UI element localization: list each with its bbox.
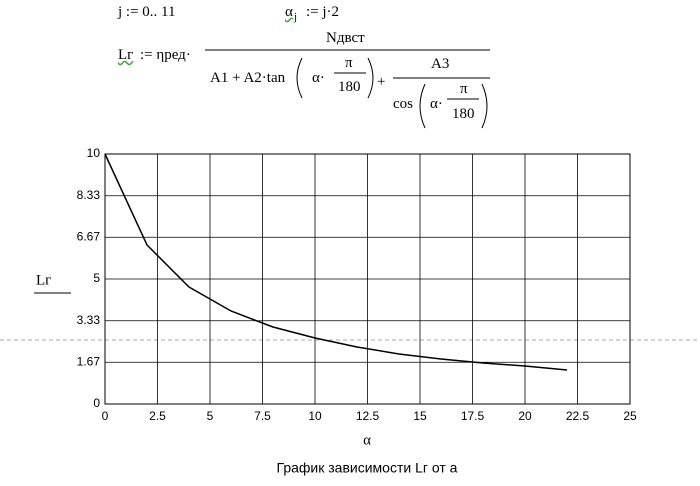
x-tick-label: 0	[102, 409, 109, 423]
x-tick-label: 15	[413, 409, 427, 423]
formula-text: := ηред·	[140, 47, 191, 63]
y-tick-label: 1.67	[77, 354, 101, 368]
formula-text: 180	[452, 106, 475, 122]
x-tick-label: 17.5	[461, 409, 485, 423]
x-tick-label: 12.5	[356, 409, 380, 423]
formula-text: α·	[312, 70, 325, 86]
x-tick-label: 2.5	[149, 409, 166, 423]
x-tick-label: 22.5	[566, 409, 590, 423]
y-tick-label: 6.67	[77, 229, 101, 243]
formula-text: +	[377, 74, 386, 90]
formula-text: j := 0.. 11	[118, 4, 176, 20]
x-axis-label: α	[363, 432, 371, 448]
x-tick-label: 20	[518, 409, 532, 423]
formula-text: A3	[431, 56, 450, 72]
y-tick-label: 0	[93, 396, 100, 410]
formula-text: π	[345, 55, 353, 71]
x-tick-label: 5	[207, 409, 214, 423]
x-tick-label: 25	[623, 409, 637, 423]
formula-text: A1 + A2·tan	[210, 70, 286, 86]
y-tick-label: 8.33	[77, 188, 101, 202]
y-tick-label: 10	[87, 146, 101, 160]
formula-text: π	[460, 81, 468, 97]
x-tick-label: 10	[308, 409, 322, 423]
formula-text: α·	[430, 96, 443, 112]
formula-text: cos	[393, 96, 413, 112]
data-line	[104, 153, 568, 371]
formula-text: α	[285, 4, 293, 20]
y-tick-label: 3.33	[77, 313, 101, 327]
y-tick-label: 5	[93, 271, 100, 285]
formula-text: Lг	[118, 47, 134, 63]
formula-lines	[205, 49, 490, 129]
x-tick-label: 7.5	[254, 409, 271, 423]
caption: График зависимости Lг от а	[277, 460, 458, 476]
formula-text: 180	[338, 79, 361, 95]
formula-text: := j·2	[306, 4, 340, 20]
y-axis-label: Lг	[36, 272, 51, 288]
formula-text: Nдвст	[326, 30, 365, 46]
formula-text: j	[294, 11, 298, 23]
